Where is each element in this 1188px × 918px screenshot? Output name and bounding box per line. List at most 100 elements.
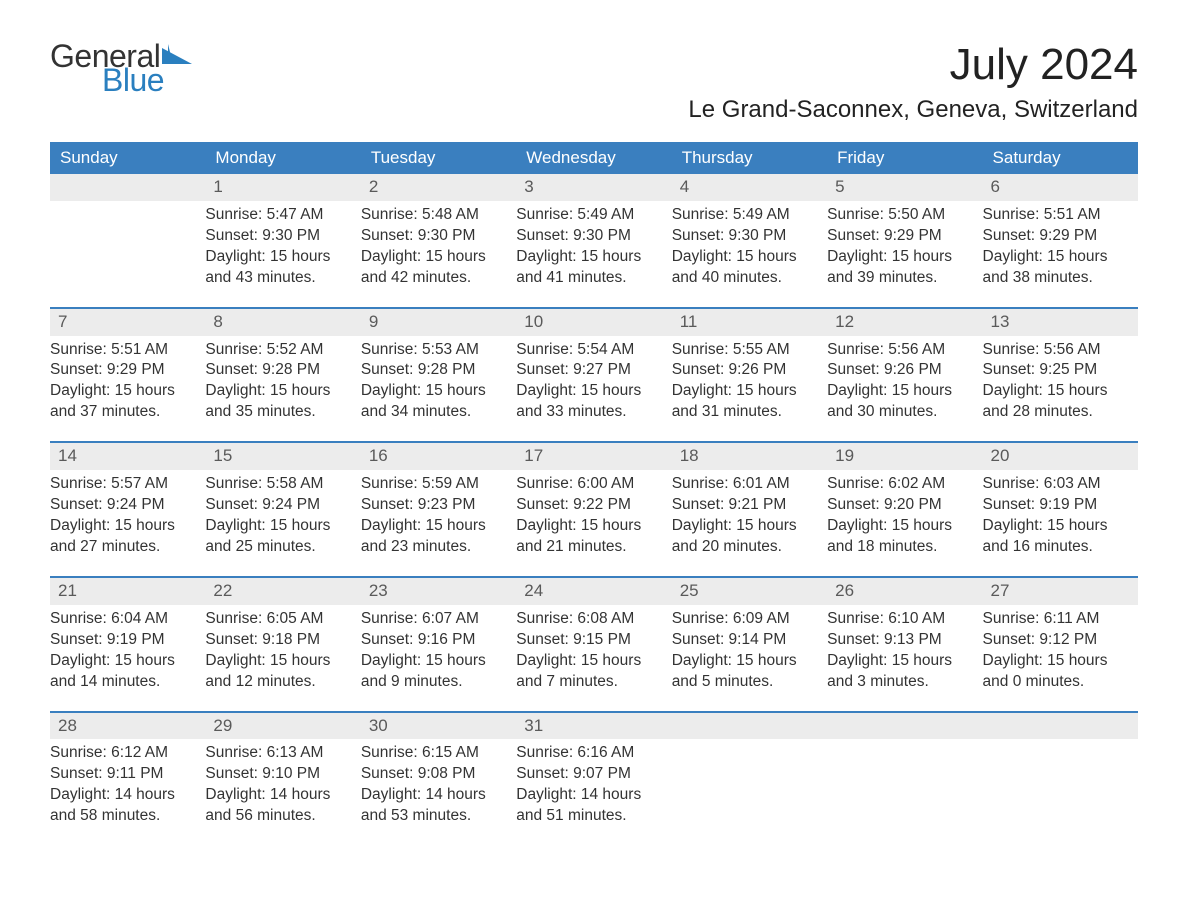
day-cell: 27Sunrise: 6:11 AMSunset: 9:12 PMDayligh… (983, 578, 1138, 693)
daylight-text-line1: Daylight: 15 hours (672, 651, 819, 672)
day-body: Sunrise: 5:56 AMSunset: 9:25 PMDaylight:… (983, 336, 1138, 424)
daylight-text-line1: Daylight: 15 hours (516, 247, 663, 268)
day-number: 19 (827, 443, 982, 470)
week-row: 14Sunrise: 5:57 AMSunset: 9:24 PMDayligh… (50, 441, 1138, 558)
sunrise-text: Sunrise: 5:58 AM (205, 474, 352, 495)
daylight-text-line1: Daylight: 15 hours (672, 516, 819, 537)
daylight-text-line2: and 33 minutes. (516, 402, 663, 423)
day-body: Sunrise: 6:04 AMSunset: 9:19 PMDaylight:… (50, 605, 205, 693)
daylight-text-line1: Daylight: 15 hours (205, 516, 352, 537)
day-number: 10 (516, 309, 671, 336)
sunset-text: Sunset: 9:19 PM (983, 495, 1130, 516)
daylight-text-line2: and 14 minutes. (50, 672, 197, 693)
sunset-text: Sunset: 9:18 PM (205, 630, 352, 651)
day-cell: 18Sunrise: 6:01 AMSunset: 9:21 PMDayligh… (672, 443, 827, 558)
sunrise-text: Sunrise: 6:03 AM (983, 474, 1130, 495)
header: General Blue July 2024 Le Grand-Saconnex… (50, 40, 1138, 124)
day-body: Sunrise: 6:10 AMSunset: 9:13 PMDaylight:… (827, 605, 982, 693)
sunset-text: Sunset: 9:28 PM (361, 360, 508, 381)
day-number: 25 (672, 578, 827, 605)
sunrise-text: Sunrise: 6:09 AM (672, 609, 819, 630)
daylight-text-line2: and 35 minutes. (205, 402, 352, 423)
day-number: 29 (205, 713, 360, 740)
day-body: Sunrise: 5:57 AMSunset: 9:24 PMDaylight:… (50, 470, 205, 558)
day-number: 13 (983, 309, 1138, 336)
day-number: 31 (516, 713, 671, 740)
sunrise-text: Sunrise: 5:47 AM (205, 205, 352, 226)
day-number: 14 (50, 443, 205, 470)
daylight-text-line2: and 16 minutes. (983, 537, 1130, 558)
day-number: 30 (361, 713, 516, 740)
day-body: Sunrise: 5:47 AMSunset: 9:30 PMDaylight:… (205, 201, 360, 289)
day-cell: 26Sunrise: 6:10 AMSunset: 9:13 PMDayligh… (827, 578, 982, 693)
day-cell (827, 713, 982, 828)
logo-word-blue: Blue (102, 64, 192, 96)
sunset-text: Sunset: 9:16 PM (361, 630, 508, 651)
day-number: 3 (516, 174, 671, 201)
daylight-text-line2: and 21 minutes. (516, 537, 663, 558)
daylight-text-line2: and 18 minutes. (827, 537, 974, 558)
weeks-container: 1Sunrise: 5:47 AMSunset: 9:30 PMDaylight… (50, 174, 1138, 827)
location-subtitle: Le Grand-Saconnex, Geneva, Switzerland (688, 96, 1138, 124)
sunset-text: Sunset: 9:30 PM (516, 226, 663, 247)
sunrise-text: Sunrise: 6:02 AM (827, 474, 974, 495)
daylight-text-line1: Daylight: 15 hours (50, 651, 197, 672)
sunset-text: Sunset: 9:30 PM (361, 226, 508, 247)
daylight-text-line1: Daylight: 15 hours (205, 381, 352, 402)
daylight-text-line1: Daylight: 15 hours (361, 516, 508, 537)
daylight-text-line2: and 40 minutes. (672, 268, 819, 289)
day-cell: 25 Sunrise: 6:09 AMSunset: 9:14 PMDayligh… (672, 578, 827, 693)
sunset-text: Sunset: 9:14 PM (672, 630, 819, 651)
day-body: Sunrise: 6:13 AMSunset: 9:10 PMDaylight:… (205, 739, 360, 827)
day-number: 15 (205, 443, 360, 470)
day-body: Sunrise: 5:55 AMSunset: 9:26 PMDaylight:… (672, 336, 827, 424)
day-number: 17 (516, 443, 671, 470)
daylight-text-line2: and 25 minutes. (205, 537, 352, 558)
day-number: 8 (205, 309, 360, 336)
day-cell: 16Sunrise: 5:59 AMSunset: 9:23 PMDayligh… (361, 443, 516, 558)
daylight-text-line2: and 9 minutes. (361, 672, 508, 693)
sunset-text: Sunset: 9:20 PM (827, 495, 974, 516)
day-number: 4 (672, 174, 827, 201)
calendar: SundayMondayTuesdayWednesdayThursdayFrid… (50, 142, 1138, 827)
sunrise-text: Sunrise: 5:57 AM (50, 474, 197, 495)
month-title: July 2024 (688, 40, 1138, 90)
day-cell: 13Sunrise: 5:56 AMSunset: 9:25 PMDayligh… (983, 309, 1138, 424)
day-number: 12 (827, 309, 982, 336)
sunrise-text: Sunrise: 5:56 AM (983, 340, 1130, 361)
day-number: 28 (50, 713, 205, 740)
sunrise-text: Sunrise: 6:13 AM (205, 743, 352, 764)
day-cell: 3Sunrise: 5:49 AMSunset: 9:30 PMDaylight… (516, 174, 671, 289)
day-number: 20 (983, 443, 1138, 470)
sunrise-text: Sunrise: 6:15 AM (361, 743, 508, 764)
day-cell: 15Sunrise: 5:58 AMSunset: 9:24 PMDayligh… (205, 443, 360, 558)
day-body: Sunrise: 6:02 AMSunset: 9:20 PMDaylight:… (827, 470, 982, 558)
day-number (827, 713, 982, 740)
sunset-text: Sunset: 9:26 PM (827, 360, 974, 381)
sunrise-text: Sunrise: 6:05 AM (205, 609, 352, 630)
daylight-text-line2: and 58 minutes. (50, 806, 197, 827)
day-body: Sunrise: 5:49 AMSunset: 9:30 PMDaylight:… (672, 201, 827, 289)
day-number: 16 (361, 443, 516, 470)
daylight-text-line2: and 37 minutes. (50, 402, 197, 423)
day-cell: 2Sunrise: 5:48 AMSunset: 9:30 PMDaylight… (361, 174, 516, 289)
daylight-text-line2: and 27 minutes. (50, 537, 197, 558)
sunrise-text: Sunrise: 6:00 AM (516, 474, 663, 495)
day-body: Sunrise: 6:05 AMSunset: 9:18 PMDaylight:… (205, 605, 360, 693)
daylight-text-line1: Daylight: 15 hours (361, 381, 508, 402)
day-number: 7 (50, 309, 205, 336)
day-cell: 11Sunrise: 5:55 AMSunset: 9:26 PMDayligh… (672, 309, 827, 424)
day-cell: 8Sunrise: 5:52 AMSunset: 9:28 PMDaylight… (205, 309, 360, 424)
day-body: Sunrise: 6:01 AMSunset: 9:21 PMDaylight:… (672, 470, 827, 558)
calendar-header-row: SundayMondayTuesdayWednesdayThursdayFrid… (50, 142, 1138, 174)
day-number: 23 (361, 578, 516, 605)
daylight-text-line1: Daylight: 15 hours (361, 651, 508, 672)
day-number: 11 (672, 309, 827, 336)
sunset-text: Sunset: 9:29 PM (50, 360, 197, 381)
day-cell: 20Sunrise: 6:03 AMSunset: 9:19 PMDayligh… (983, 443, 1138, 558)
sunset-text: Sunset: 9:29 PM (983, 226, 1130, 247)
sunset-text: Sunset: 9:10 PM (205, 764, 352, 785)
day-cell: 23Sunrise: 6:07 AMSunset: 9:16 PMDayligh… (361, 578, 516, 693)
day-cell: 17Sunrise: 6:00 AMSunset: 9:22 PMDayligh… (516, 443, 671, 558)
day-body: Sunrise: 5:50 AMSunset: 9:29 PMDaylight:… (827, 201, 982, 289)
